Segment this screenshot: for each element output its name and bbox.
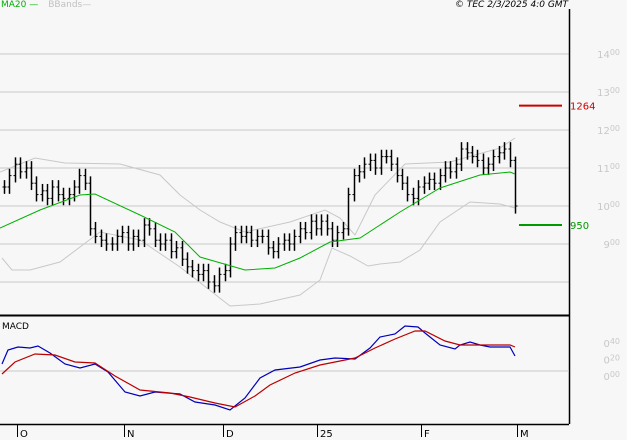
support-level-label: 950 [570, 221, 589, 232]
y-axis-label: 1100 [597, 162, 620, 175]
macd-y-axis-label: 040 [603, 337, 620, 350]
y-axis-label: 900 [603, 238, 620, 251]
x-axis-label: F [424, 429, 430, 440]
macd-line [1, 325, 516, 411]
macd-y-axis-label: 020 [603, 353, 620, 366]
copyright-timestamp: © TEC 2/3/2025 4:0 GMT [455, 0, 569, 10]
y-axis-label: 1200 [597, 124, 620, 137]
y-axis-label: 1000 [597, 200, 620, 213]
legend-ma20: MA20 — [1, 0, 39, 10]
macd-y-axis-label: 000 [603, 370, 620, 383]
legend-bbands: BBands— [48, 0, 92, 10]
x-axis-label: 25 [320, 429, 333, 440]
bollinger-upper-band [0, 137, 516, 236]
x-axis-label: M [520, 429, 529, 440]
resistance-level-label: 1264 [570, 102, 595, 113]
signal-line [1, 330, 516, 408]
x-axis-label: O [20, 429, 28, 440]
bollinger-lower-band [1, 201, 516, 307]
chart-legend: MA20 — BBands— [1, 0, 91, 11]
x-axis-label: N [127, 429, 134, 440]
y-axis-label: 1300 [597, 86, 620, 99]
ma20-line [0, 171, 516, 271]
y-axis-label: 1400 [597, 48, 620, 61]
x-axis-label: D [226, 429, 234, 440]
macd-panel-title: MACD [2, 322, 29, 332]
